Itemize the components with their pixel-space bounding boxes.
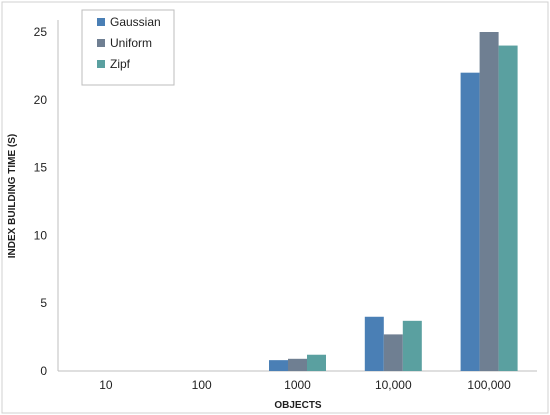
bar-uniform-1000 bbox=[288, 358, 307, 371]
x-tick-label: 1000 bbox=[284, 378, 311, 392]
bar-gaussian-10000 bbox=[364, 316, 384, 371]
bar-zipf-1000 bbox=[307, 354, 326, 371]
bar-gaussian-1000 bbox=[269, 360, 288, 371]
x-tick-label: 100 bbox=[192, 378, 212, 392]
legend-swatch-uniform bbox=[97, 39, 105, 47]
x-tick-label: 100,000 bbox=[467, 378, 511, 392]
x-tick-label: 10,000 bbox=[375, 378, 412, 392]
y-axis-ticks: 0 5 10 15 20 25 bbox=[34, 25, 48, 378]
legend-label-gaussian: Gaussian bbox=[110, 15, 161, 29]
legend-label-zipf: Zipf bbox=[110, 57, 131, 71]
legend-box bbox=[81, 9, 175, 86]
legend: Gaussian Uniform Zipf bbox=[81, 9, 175, 86]
x-tick-label: 10 bbox=[99, 378, 113, 392]
legend-swatch-zipf bbox=[97, 60, 105, 68]
legend-swatch-gaussian bbox=[97, 18, 105, 26]
y-tick-label: 15 bbox=[34, 161, 48, 175]
bars-layer bbox=[269, 32, 518, 372]
y-tick-label: 0 bbox=[40, 364, 47, 378]
y-tick-label: 20 bbox=[34, 93, 48, 107]
y-axis-title: INDEX BUILDING TIME (S) bbox=[7, 134, 18, 258]
bar-gaussian-100000 bbox=[460, 72, 480, 372]
y-tick-label: 10 bbox=[34, 228, 48, 242]
bar-zipf-100000 bbox=[498, 45, 518, 372]
x-axis-title: OBJECTS bbox=[274, 400, 322, 411]
legend-label-uniform: Uniform bbox=[110, 36, 152, 50]
y-tick-label: 25 bbox=[34, 25, 48, 39]
bar-uniform-100000 bbox=[479, 32, 499, 371]
bar-uniform-10000 bbox=[383, 334, 403, 371]
bar-zipf-10000 bbox=[402, 320, 422, 371]
y-tick-label: 5 bbox=[40, 296, 47, 310]
x-axis-ticks: 10 100 1000 10,000 100,000 bbox=[99, 378, 511, 392]
